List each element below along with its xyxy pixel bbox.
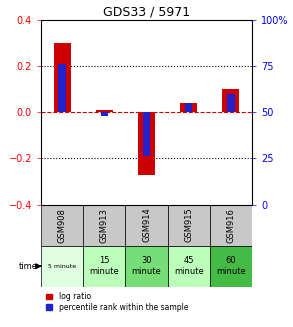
Legend: log ratio, percentile rank within the sample: log ratio, percentile rank within the sa… bbox=[45, 291, 190, 313]
Bar bbox=[210, 246, 252, 287]
Bar bbox=[41, 246, 83, 287]
Bar bbox=[227, 94, 235, 112]
Text: 30
minute: 30 minute bbox=[132, 256, 161, 276]
Bar bbox=[125, 205, 168, 246]
Text: time: time bbox=[19, 262, 38, 271]
Text: 45
minute: 45 minute bbox=[174, 256, 204, 276]
Text: GSM916: GSM916 bbox=[226, 208, 235, 243]
Text: GSM908: GSM908 bbox=[58, 208, 67, 243]
Bar bbox=[210, 205, 252, 246]
Bar bbox=[41, 205, 83, 246]
Bar bbox=[185, 103, 193, 112]
Bar bbox=[138, 112, 155, 175]
Bar bbox=[58, 64, 66, 112]
Text: 60
minute: 60 minute bbox=[216, 256, 246, 276]
Bar bbox=[180, 103, 197, 112]
Bar bbox=[83, 246, 125, 287]
Bar bbox=[83, 205, 125, 246]
Title: GDS33 / 5971: GDS33 / 5971 bbox=[103, 6, 190, 18]
Text: GSM913: GSM913 bbox=[100, 208, 109, 243]
Bar bbox=[168, 246, 210, 287]
Bar bbox=[222, 89, 239, 112]
Text: GSM915: GSM915 bbox=[184, 208, 193, 243]
Bar bbox=[100, 112, 108, 116]
Bar bbox=[143, 112, 150, 156]
Bar bbox=[168, 205, 210, 246]
Text: 15
minute: 15 minute bbox=[89, 256, 119, 276]
Bar bbox=[54, 43, 71, 112]
Text: 5 minute: 5 minute bbox=[48, 264, 76, 269]
Text: GSM914: GSM914 bbox=[142, 208, 151, 243]
Bar bbox=[125, 246, 168, 287]
Bar bbox=[96, 110, 113, 112]
